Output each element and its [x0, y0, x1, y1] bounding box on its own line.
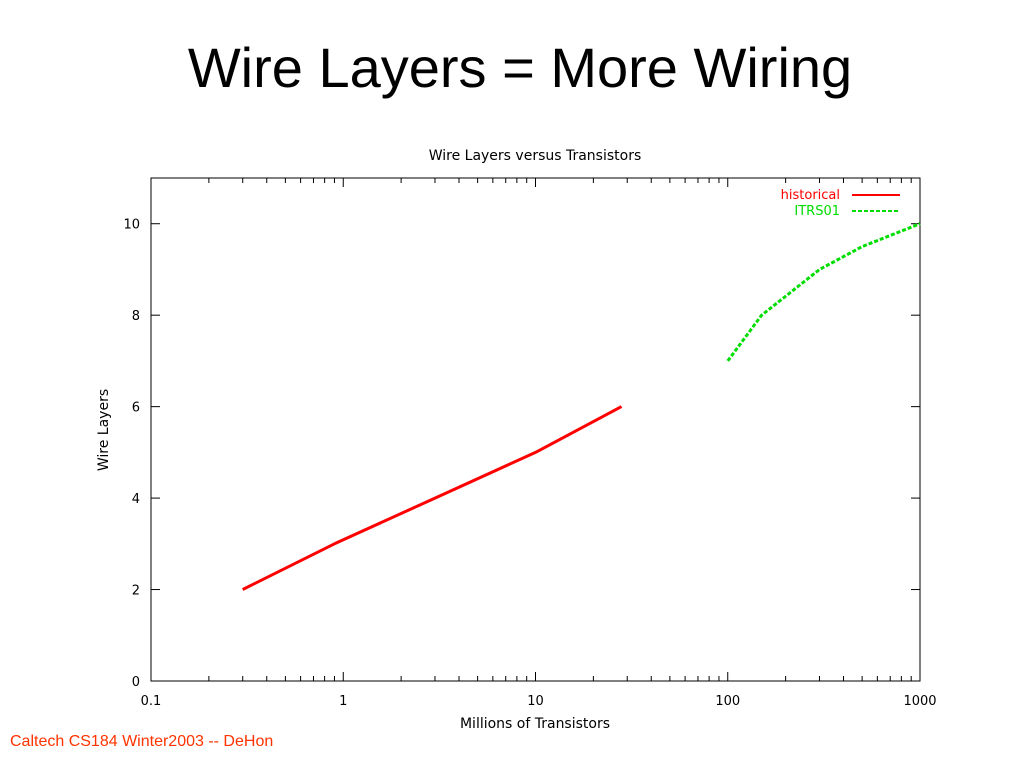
- y-tick-label: 4: [132, 492, 140, 507]
- footer-credit: Caltech CS184 Winter2003 -- DeHon: [10, 733, 274, 750]
- x-tick-label: 10: [527, 694, 544, 709]
- x-tick-label: 1: [339, 694, 347, 709]
- legend-label: historical: [781, 188, 840, 203]
- slide-title: Wire Layers = More Wiring: [187, 36, 853, 99]
- series-lines: [242, 222, 921, 591]
- series-line-historical: [242, 405, 623, 591]
- y-tick-label: 6: [132, 401, 140, 416]
- x-minor-ticks: [208, 178, 912, 681]
- plot-frame: [150, 177, 921, 682]
- y-tick-label: 2: [132, 584, 140, 599]
- chart-title: Wire Layers versus Transistors: [429, 148, 642, 164]
- x-tick-label: 1000: [903, 694, 936, 709]
- y-tick-label: 8: [132, 309, 140, 324]
- series-line-itrs01: [726, 222, 921, 362]
- y-tick-label: 10: [123, 218, 140, 233]
- x-tick-label: 100: [715, 694, 740, 709]
- y-tick-label: 0: [132, 675, 140, 690]
- legend-label: ITRS01: [794, 204, 840, 219]
- x-tick-label: 0.1: [141, 694, 162, 709]
- x-axis-ticks: 0.1 1 10 100 1000: [141, 178, 937, 709]
- y-axis-label: Wire Layers: [96, 389, 112, 471]
- y-axis-ticks: 0 2 4 6 8 10: [123, 218, 920, 690]
- x-axis-label: Millions of Transistors: [460, 716, 610, 732]
